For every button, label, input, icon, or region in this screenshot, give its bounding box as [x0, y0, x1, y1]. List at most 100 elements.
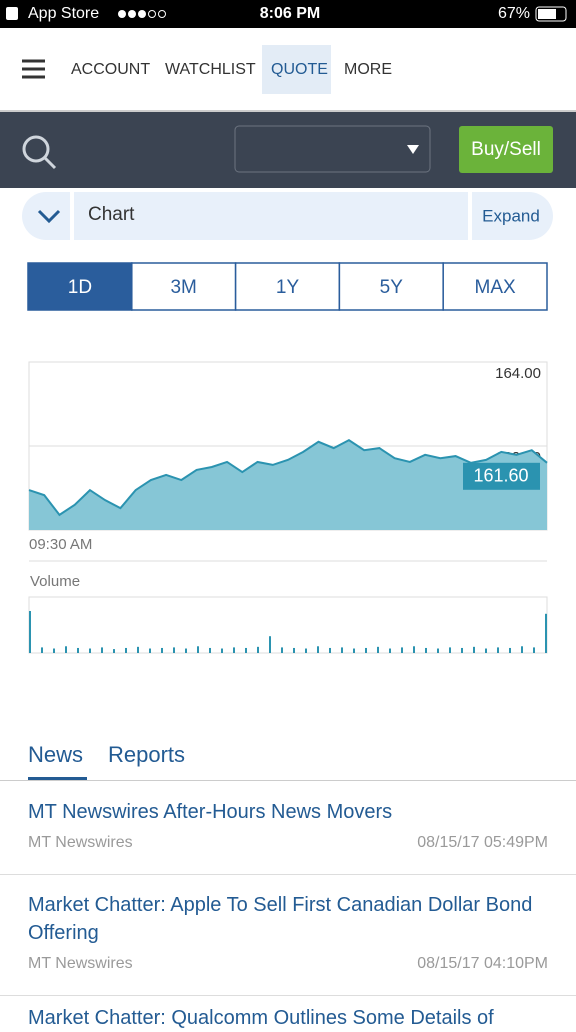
nav-selected [262, 45, 331, 94]
news-item[interactable]: MT Newswires After-Hours News Movers MT N… [28, 798, 548, 852]
range-label[interactable]: 3M [170, 277, 196, 298]
volume-bar [101, 647, 103, 653]
news-title[interactable]: Market Chatter: Apple To Sell First Cana… [28, 894, 533, 944]
symbol-dropdown[interactable] [234, 125, 431, 173]
volume-bar [341, 647, 343, 653]
range-button[interactable] [442, 262, 548, 311]
range-button[interactable] [27, 262, 133, 311]
news-divider [0, 874, 576, 875]
tab-underline [28, 777, 87, 780]
volume-bar [401, 647, 403, 653]
volume-bar [293, 647, 295, 653]
range-label[interactable]: 1D [68, 277, 92, 298]
nav-item[interactable]: MORE [344, 61, 392, 78]
volume-bar [461, 647, 463, 653]
buy-sell-label[interactable]: Buy/Sell [471, 139, 541, 160]
tab[interactable]: News [28, 742, 83, 767]
volume-bar [65, 646, 67, 653]
clock: 8:06 PM [260, 5, 320, 22]
news-meta: MT Newswires 08/15/17 05:49PM [28, 834, 548, 852]
price-area [29, 440, 547, 530]
range-button[interactable] [338, 262, 444, 311]
collapse-icon[interactable] [37, 209, 61, 224]
nav-divider [0, 110, 576, 112]
volume-bar [533, 647, 535, 653]
volume-bar [149, 648, 151, 653]
volume-bar [209, 647, 211, 653]
battery-level [538, 9, 556, 19]
nav-item[interactable]: QUOTE [271, 61, 328, 78]
news-item[interactable]: Market Chatter: Apple To Sell First Cana… [28, 891, 548, 973]
volume-bar [425, 647, 427, 653]
x-axis-label: 09:30 AM [29, 536, 92, 553]
volume-bar [365, 647, 367, 653]
volume-bar [185, 648, 187, 653]
search-icon[interactable] [22, 135, 57, 170]
volume-bar [353, 648, 355, 653]
signal [118, 10, 166, 18]
news-item[interactable]: Market Chatter: Qualcomm Outlines Some D… [28, 1004, 548, 1032]
price-line [28, 438, 548, 517]
volume-bar [329, 647, 331, 653]
volume-bar [545, 613, 547, 653]
volume-bar [269, 636, 271, 653]
news-title[interactable]: MT Newswires After-Hours News Movers [28, 801, 393, 823]
y-tick-label: 164.00 [495, 365, 541, 382]
range-label[interactable]: MAX [475, 277, 517, 298]
volume-bar [53, 648, 55, 653]
range-label[interactable]: 1Y [276, 277, 300, 298]
volume-bar [245, 647, 247, 653]
volume-bar [173, 647, 175, 653]
last-price-label: 161.60 [473, 466, 528, 486]
volume-bar [41, 647, 43, 653]
status-bar [0, 0, 576, 28]
volume-bar [473, 646, 475, 653]
expand-link[interactable]: Expand [482, 206, 540, 225]
section-title: Chart [88, 204, 135, 225]
volume-bar [161, 647, 163, 653]
volume-frame [28, 596, 548, 654]
dropdown-arrow [407, 145, 419, 154]
volume-bar [197, 646, 199, 653]
volume-bar [221, 648, 223, 653]
menu-icon[interactable] [22, 59, 45, 79]
volume-bar [77, 647, 79, 653]
volume-bar [497, 647, 499, 653]
last-price-tag [463, 462, 540, 490]
volume-bar [233, 647, 235, 653]
volume-bar [257, 646, 259, 653]
news-date: 08/15/17 04:10PM [417, 955, 548, 972]
back-icon [6, 7, 18, 20]
buy-sell-button[interactable] [459, 126, 553, 173]
news-meta: MT Newswires 08/15/17 04:10PM [28, 955, 548, 973]
news-date: 08/15/17 05:49PM [417, 834, 548, 851]
tab[interactable]: Reports [108, 742, 185, 767]
volume-bar [305, 648, 307, 653]
news-title[interactable]: Market Chatter: Qualcomm Outlines Some D… [28, 1007, 494, 1029]
carrier: App Store [28, 5, 99, 22]
battery-text: 67% [498, 5, 530, 22]
volume-bar [521, 646, 523, 653]
volume-bar [137, 646, 139, 653]
volume-bar [281, 647, 283, 653]
volume-bar [29, 611, 31, 653]
volume-bar [413, 646, 415, 653]
volume-bar [317, 646, 319, 653]
range-label[interactable]: 5Y [380, 277, 404, 298]
volume-bar [89, 648, 91, 653]
volume-bar [377, 646, 379, 653]
volume-bar [113, 649, 115, 653]
volume-bar [437, 648, 439, 653]
news-source: MT Newswires [28, 834, 133, 851]
nav-item[interactable]: ACCOUNT [71, 61, 150, 78]
volume-bar [485, 648, 487, 653]
volume-bar [509, 647, 511, 653]
nav-item[interactable]: WATCHLIST [165, 61, 256, 78]
tabs-divider [0, 780, 576, 781]
separator [70, 192, 74, 240]
news-source: MT Newswires [28, 955, 133, 972]
volume-bar [125, 647, 127, 653]
section-header[interactable] [22, 192, 553, 240]
